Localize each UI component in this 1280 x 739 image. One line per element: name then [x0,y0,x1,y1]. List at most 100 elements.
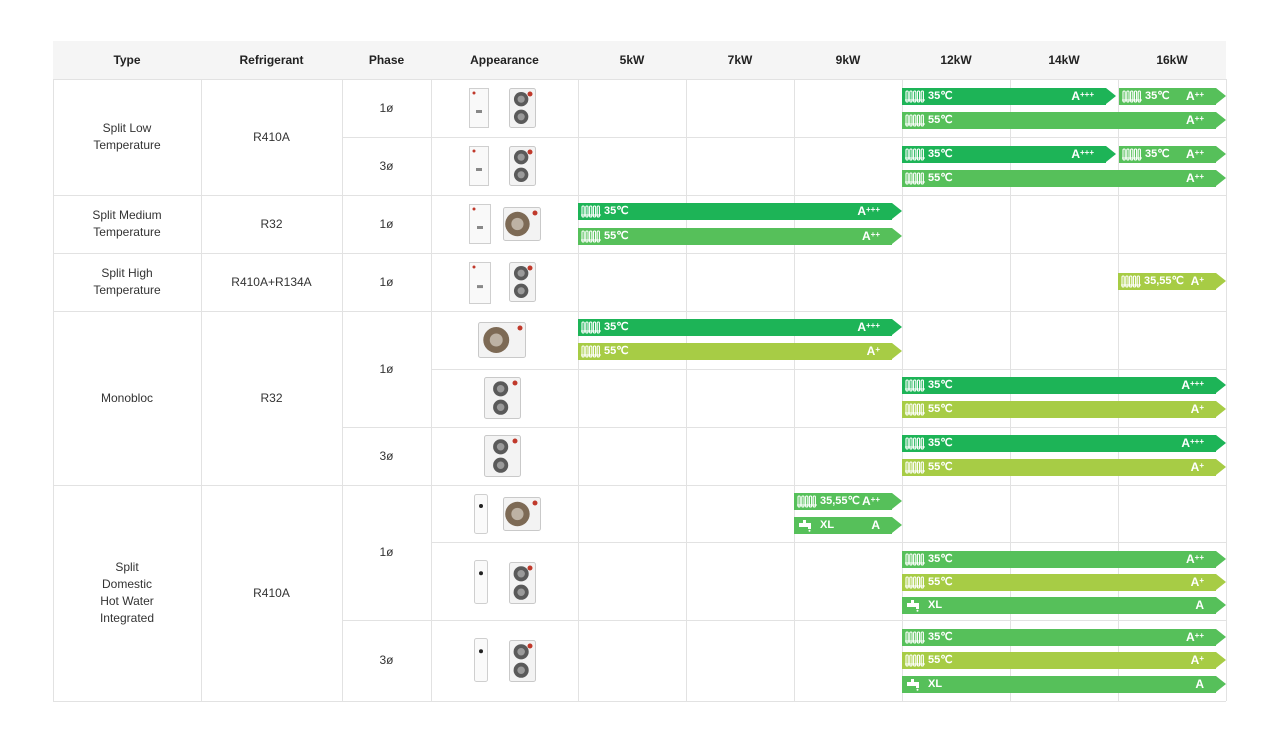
efficiency-bar: 35℃ A++ [1119,88,1226,105]
efficiency-bar: 35,55℃ A+ [1118,273,1226,290]
bar-label: 35,55℃ [1144,275,1184,287]
efficiency-bar: 55℃ A+ [902,459,1226,476]
phase-split-high-1: 1ø [379,274,394,289]
indoor-unit-icon [469,204,491,244]
efficiency-bar: 55℃ A+ [902,401,1226,418]
cylinder-unit-icon [474,560,488,604]
energy-class: A+ [1190,274,1204,288]
type-split-dhw: Split Domestic Hot Water Integrated [99,560,155,625]
row-divider [53,195,1226,196]
bar-label: 55℃ [928,576,953,588]
bar-label: 35℃ [928,553,953,565]
column-divider [342,79,343,701]
radiator-icon [905,403,925,416]
efficiency-bar: 35℃ A+++ [902,146,1116,163]
energy-class: A+++ [857,320,880,334]
radiator-icon [581,205,601,218]
radiator-icon [905,553,925,566]
column-divider [53,79,54,701]
bar-label: 55℃ [928,403,953,415]
efficiency-bar: XL A [794,517,902,534]
bar-label: 35℃ [928,148,953,160]
bar-label: 55℃ [928,114,953,126]
header-phase: Phase [368,53,405,67]
header-type: Type [113,53,141,67]
outdoor-unit-icon [509,262,536,302]
outdoor-unit-icon [509,88,536,128]
radiator-icon [905,631,925,644]
header-refrigerant: Refrigerant [239,53,304,67]
phase-split-dhw-1: 1ø [379,545,394,559]
outdoor-unit-icon [509,146,536,186]
sub-row-divider [342,620,1226,621]
phase-split-dhw-3: 3ø [379,653,394,667]
efficiency-bar: 35℃ A++ [902,551,1226,568]
bar-label: 35℃ [928,379,953,391]
energy-class: A++ [1185,113,1204,127]
efficiency-bar: 35℃ A++ [1119,146,1226,163]
energy-class: A++ [861,229,880,243]
energy-class: A [1195,677,1204,691]
outdoor-unit-icon [478,322,526,358]
header-row [53,41,1226,79]
efficiency-bar: 35℃ A+++ [578,203,902,220]
type-split-medium: Split Medium Temperature [92,208,162,239]
radiator-icon [905,148,925,161]
efficiency-bar: 35℃ A+++ [902,435,1226,452]
bar-label: XL [928,599,943,611]
bar-label: 35℃ [928,90,953,102]
phase-monobloc-1: 1ø [379,361,394,376]
radiator-icon [905,379,925,392]
efficiency-bar: 35℃ A+++ [902,377,1226,394]
row-divider [53,485,1226,486]
outdoor-unit-icon [503,207,541,241]
outdoor-unit-icon [484,435,521,477]
header-appearance: Appearance [470,53,539,67]
radiator-icon [905,576,925,589]
phase-split-low-1: 1ø [379,100,394,115]
efficiency-bar: 55℃ A+ [578,343,902,360]
energy-class: A+ [1190,402,1204,416]
bar-label: 35℃ [1145,148,1170,160]
refrigerant-split-medium: R32 [260,216,283,231]
energy-class: A++ [1185,89,1204,103]
bar-label: 35℃ [604,321,629,333]
radiator-icon [905,90,925,103]
radiator-icon [581,321,601,334]
refrigerant-split-high: R410A+R134A [231,274,312,289]
efficiency-bar: XL A [902,597,1226,614]
efficiency-bar: 55℃ A+ [902,652,1226,669]
sub-row-divider [342,427,1226,428]
bar-label: 55℃ [604,345,629,357]
radiator-icon [905,654,925,667]
sub-row-divider [431,369,1226,370]
radiator-icon [581,230,601,243]
energy-class: A+ [1190,460,1204,474]
energy-class: A+++ [1181,436,1204,450]
radiator-icon [1122,90,1142,103]
sub-row-divider [431,542,1226,543]
radiator-icon [905,114,925,127]
header-9kw: 9kW [835,53,861,67]
energy-class: A++ [1185,630,1204,644]
radiator-icon [1121,275,1141,288]
energy-class: A [1195,598,1204,612]
outdoor-unit-icon [509,562,536,604]
header-12kw: 12kW [940,53,972,67]
refrigerant-split-dhw: R410A [253,585,290,600]
column-divider [686,79,687,701]
cylinder-unit-icon [474,638,488,682]
refrigerant-monobloc: R32 [260,390,283,405]
header-7kw: 7kW [727,53,753,67]
energy-class: A+ [1190,575,1204,589]
bar-label: 35,55℃ [820,495,860,507]
outdoor-unit-icon [509,640,536,682]
type-monobloc: Monobloc [100,390,154,405]
bar-label: 55℃ [928,172,953,184]
type-split-low: Split Low Temperature [93,121,161,152]
row-divider [53,311,1226,312]
energy-class: A+++ [1181,378,1204,392]
bar-label: XL [928,678,943,690]
bar-label: XL [820,519,835,531]
tap-icon [907,679,919,691]
